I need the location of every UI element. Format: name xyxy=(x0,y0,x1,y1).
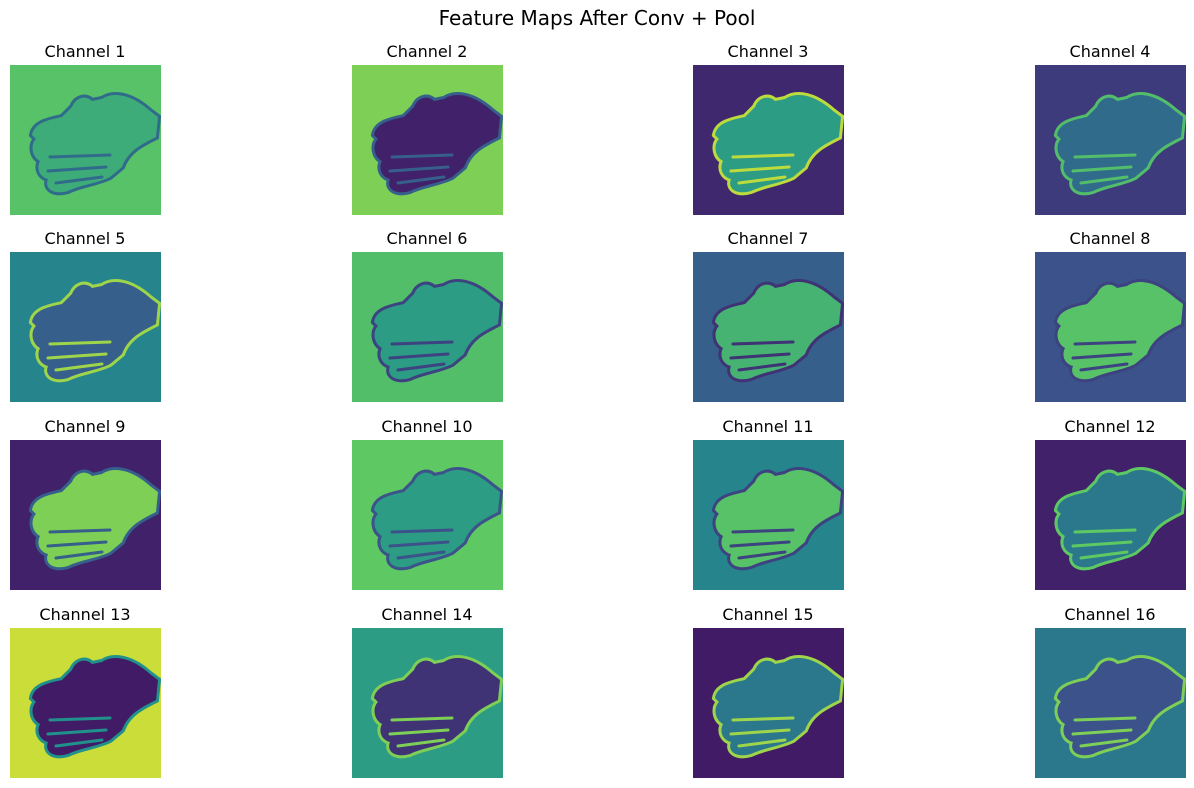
feature-map-image xyxy=(10,628,161,778)
feature-map-panel: Channel 6 xyxy=(352,229,503,402)
feature-map-image xyxy=(693,65,844,215)
feature-map-panel: Channel 5 xyxy=(10,229,161,402)
panel-title: Channel 13 xyxy=(39,605,131,624)
feature-map-panel: Channel 10 xyxy=(352,417,503,590)
panel-title: Channel 9 xyxy=(44,417,126,436)
panel-title: Channel 4 xyxy=(1069,42,1151,61)
feature-map-image xyxy=(1035,440,1186,590)
panel-title: Channel 11 xyxy=(722,417,814,436)
feature-map-panel: Channel 3 xyxy=(693,42,844,215)
feature-map-image xyxy=(1035,65,1186,215)
feature-map-image xyxy=(10,252,161,402)
feature-map-image xyxy=(10,65,161,215)
feature-map-image xyxy=(352,628,503,778)
feature-map-panel: Channel 14 xyxy=(352,605,503,778)
panel-title: Channel 1 xyxy=(44,42,126,61)
panel-title: Channel 15 xyxy=(722,605,814,624)
feature-map-panel: Channel 16 xyxy=(1035,605,1186,778)
panel-title: Channel 7 xyxy=(727,229,809,248)
feature-map-image xyxy=(693,628,844,778)
panel-title: Channel 2 xyxy=(386,42,468,61)
feature-map-image xyxy=(693,440,844,590)
feature-map-panel: Channel 2 xyxy=(352,42,503,215)
feature-map-image xyxy=(352,65,503,215)
feature-map-panel: Channel 9 xyxy=(10,417,161,590)
feature-map-image xyxy=(352,252,503,402)
feature-map-panel: Channel 1 xyxy=(10,42,161,215)
figure-title: Feature Maps After Conv + Pool xyxy=(438,6,756,30)
panel-title: Channel 6 xyxy=(386,229,468,248)
feature-map-panel: Channel 15 xyxy=(693,605,844,778)
panel-title: Channel 14 xyxy=(381,605,473,624)
feature-map-panel: Channel 13 xyxy=(10,605,161,778)
feature-map-panel: Channel 12 xyxy=(1035,417,1186,590)
feature-map-image xyxy=(352,440,503,590)
feature-map-panel: Channel 4 xyxy=(1035,42,1186,215)
feature-map-image xyxy=(1035,628,1186,778)
panel-title: Channel 10 xyxy=(381,417,473,436)
feature-map-image xyxy=(1035,252,1186,402)
feature-map-panel: Channel 8 xyxy=(1035,229,1186,402)
feature-map-panel: Channel 11 xyxy=(693,417,844,590)
feature-map-panel: Channel 7 xyxy=(693,229,844,402)
feature-map-image xyxy=(10,440,161,590)
panel-title: Channel 3 xyxy=(727,42,809,61)
panel-title: Channel 5 xyxy=(44,229,126,248)
panel-title: Channel 16 xyxy=(1064,605,1156,624)
panel-title: Channel 12 xyxy=(1064,417,1156,436)
panel-title: Channel 8 xyxy=(1069,229,1151,248)
feature-map-image xyxy=(693,252,844,402)
